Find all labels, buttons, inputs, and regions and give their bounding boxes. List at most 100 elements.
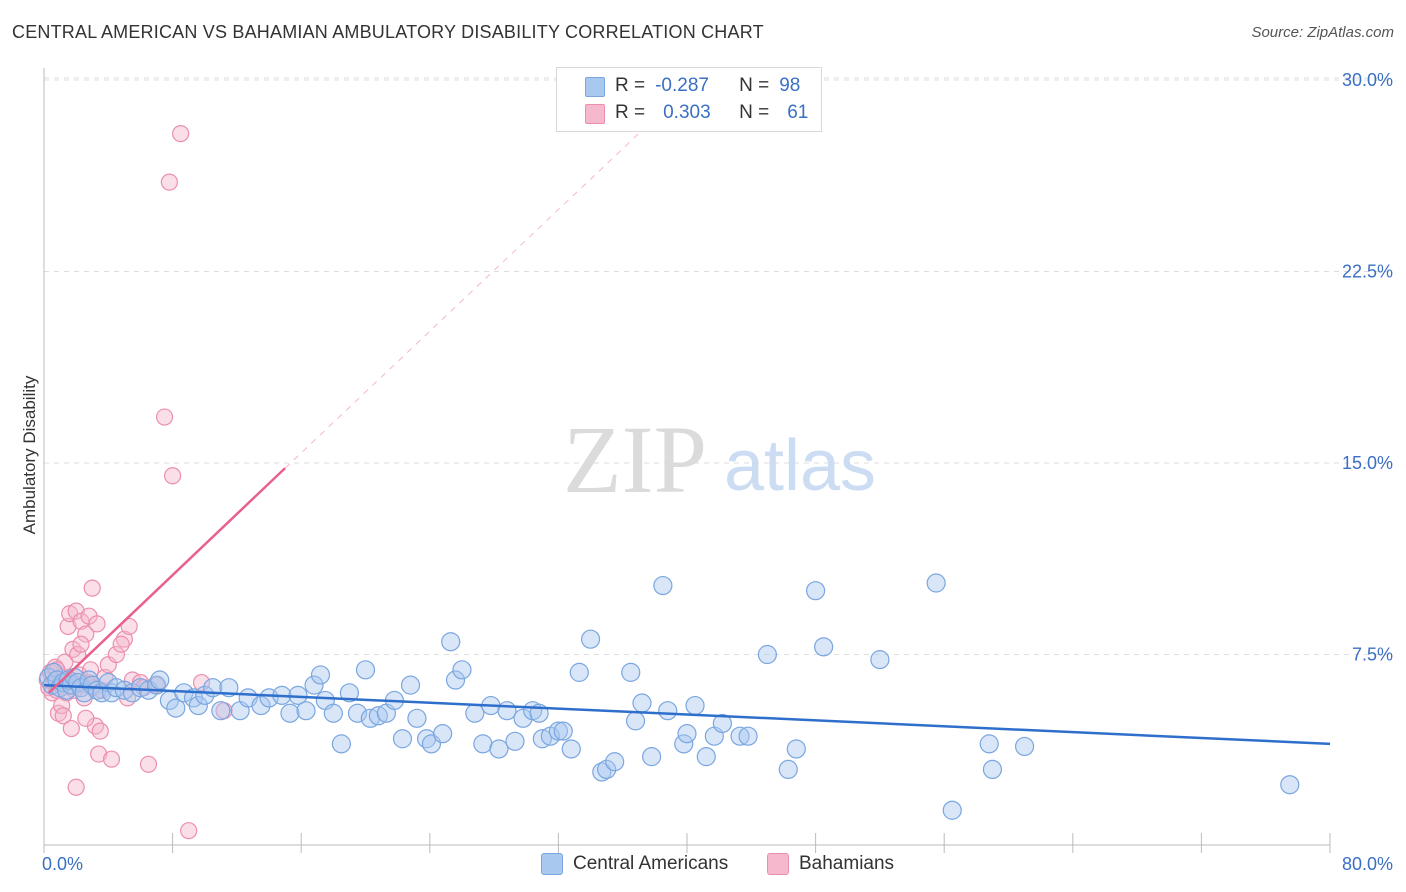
data-point-central-americans <box>870 650 890 670</box>
data-point-central-americans <box>489 739 509 759</box>
bahamians-points <box>38 125 233 840</box>
data-point-central-americans <box>339 683 360 703</box>
data-point-central-americans <box>188 695 208 716</box>
data-point-bahamians <box>155 408 174 426</box>
legend-n-label: N = <box>739 75 770 96</box>
data-point-central-americans <box>561 739 581 759</box>
series-legend-central-americans: Central Americans <box>541 852 728 876</box>
data-point-central-americans <box>658 701 678 721</box>
data-point-bahamians <box>112 635 130 653</box>
data-point-bahamians <box>59 617 77 636</box>
data-point-central-americans <box>445 670 466 690</box>
legend-swatch-blue <box>585 77 605 97</box>
data-point-central-americans <box>166 698 186 718</box>
legend-swatch-pink <box>585 104 605 124</box>
data-point-bahamians <box>67 778 85 796</box>
data-point-central-americans <box>304 675 324 695</box>
data-point-central-americans <box>433 724 453 744</box>
data-point-central-americans <box>150 670 170 690</box>
legend-r-value: 0.303 <box>663 102 711 123</box>
data-point-bahamians <box>90 745 108 763</box>
watermark-atlas: atlas <box>724 426 876 506</box>
series-label: Bahamians <box>799 853 895 874</box>
data-point-central-americans <box>296 701 316 721</box>
data-point-bahamians <box>160 173 178 191</box>
data-point-bahamians <box>164 467 182 485</box>
data-point-central-americans <box>310 665 331 685</box>
legend-n-label: N = <box>739 102 770 123</box>
legend-r-label: R = <box>615 102 646 123</box>
data-point-bahamians <box>69 645 87 664</box>
data-point-bahamians <box>115 630 133 648</box>
y-tick-label: 30.0% <box>1342 70 1393 90</box>
legend-r-label: R = <box>615 75 646 96</box>
legend-n-value: 98 <box>779 75 801 96</box>
data-point-bahamians <box>82 661 100 679</box>
data-point-central-americans <box>814 637 834 657</box>
data-point-bahamians <box>54 707 72 725</box>
data-point-central-americans <box>621 662 641 682</box>
data-point-central-americans <box>251 695 271 716</box>
series-swatch-blue <box>541 853 563 875</box>
series-swatch-pink <box>767 853 789 875</box>
data-point-central-americans <box>674 734 694 754</box>
tick-labels: 7.5% 15.0% 22.5% 30.0% 0.0% 80.0% <box>42 70 1393 874</box>
data-point-central-americans <box>580 629 601 649</box>
data-point-central-americans <box>730 726 750 746</box>
data-point-bahamians <box>102 750 121 768</box>
legend-r-value: -0.287 <box>655 75 709 96</box>
x-tick-label: 0.0% <box>42 854 83 874</box>
series-label: Central Americans <box>573 853 729 874</box>
data-point-central-americans <box>805 581 826 601</box>
data-point-central-americans <box>407 708 427 728</box>
trend-line-bahamians <box>47 467 286 694</box>
data-point-central-americans <box>926 573 946 593</box>
data-point-central-americans <box>347 703 368 723</box>
data-point-central-americans <box>323 703 343 723</box>
legend-row-central-americans: R = -0.287 N = 98 <box>615 73 800 99</box>
data-point-central-americans <box>280 703 300 723</box>
data-point-central-americans <box>553 721 573 741</box>
trend-line-central-americans <box>43 683 1331 746</box>
data-point-bahamians <box>107 645 125 664</box>
data-point-central-americans <box>441 632 461 652</box>
data-point-central-americans <box>497 701 517 721</box>
data-point-central-americans <box>982 759 1003 780</box>
legend-n-value: 61 <box>787 102 809 123</box>
x-tick-label: 80.0% <box>1342 854 1393 874</box>
data-point-central-americans <box>400 675 421 695</box>
data-point-central-americans <box>548 721 569 741</box>
series-legend-bahamians: Bahamians <box>767 852 894 876</box>
data-point-central-americans <box>757 644 777 665</box>
data-point-central-americans <box>738 726 758 746</box>
data-point-central-americans <box>979 734 999 754</box>
data-point-central-americans <box>355 660 376 680</box>
data-point-central-americans <box>712 713 732 734</box>
data-point-bahamians <box>77 709 95 727</box>
data-point-bahamians <box>83 579 101 597</box>
data-point-central-americans <box>625 711 646 731</box>
y-tick-label: 7.5% <box>1352 645 1393 665</box>
data-point-bahamians <box>180 822 198 840</box>
data-point-central-americans <box>677 724 697 744</box>
data-point-central-americans <box>79 670 99 690</box>
data-point-central-americans <box>465 703 485 723</box>
data-point-central-americans <box>331 734 351 754</box>
data-point-central-americans <box>597 759 617 780</box>
grid-lines <box>44 77 1393 655</box>
data-point-central-americans <box>786 739 806 759</box>
data-point-central-americans <box>195 685 215 705</box>
watermark: ZIP atlas <box>563 406 876 513</box>
data-point-central-americans <box>696 747 716 767</box>
data-point-central-americans <box>653 575 673 596</box>
data-point-central-americans <box>211 701 231 721</box>
data-point-central-americans <box>778 759 798 780</box>
data-point-central-americans <box>452 660 472 680</box>
trend-lines <box>43 117 1331 746</box>
data-point-bahamians <box>91 722 109 740</box>
trend-line-bahamians-extension <box>284 117 656 469</box>
watermark-zip: ZIP <box>563 406 707 513</box>
data-point-central-americans <box>1014 736 1035 757</box>
data-point-bahamians <box>72 635 90 653</box>
